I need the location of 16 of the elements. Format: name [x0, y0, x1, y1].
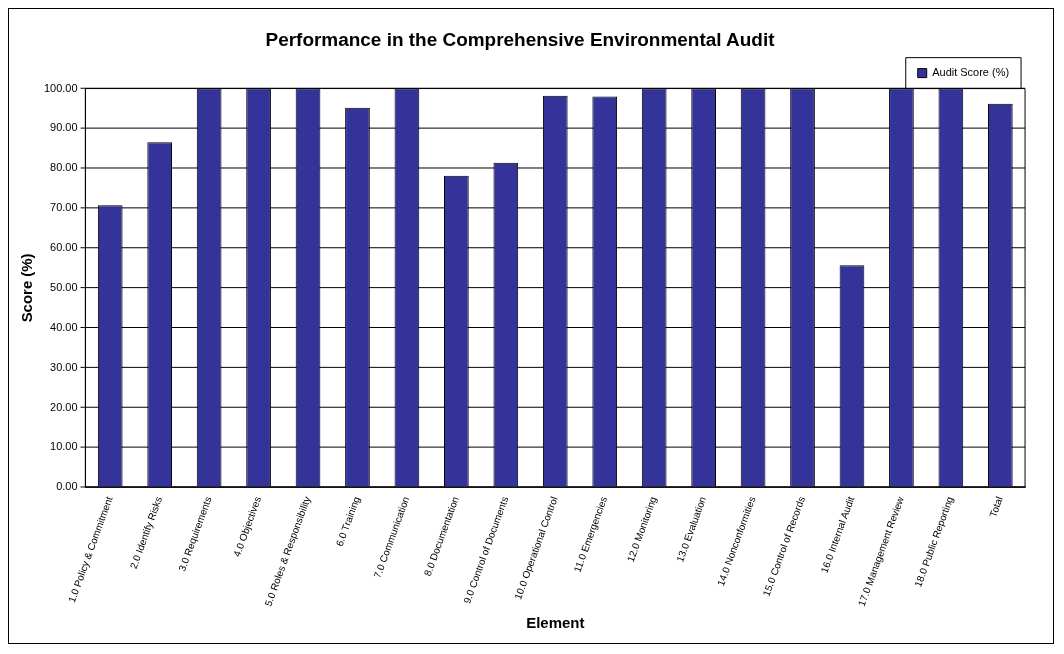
- y-tick-label: 70.00: [50, 201, 78, 214]
- y-tick-label: 100.00: [43, 81, 78, 94]
- y-tick-label: 80.00: [50, 161, 78, 174]
- y-tick-label: 20.00: [50, 400, 78, 413]
- chart-title: Performance in the Comprehensive Environmental Audit: [265, 28, 776, 50]
- y-tick-label: 0.00: [56, 480, 78, 493]
- y-tick-label: 60.00: [50, 241, 78, 254]
- x-axis-title: Element: [526, 614, 585, 632]
- x-tick-label: Total: [987, 495, 1005, 519]
- y-tick-label: 40.00: [50, 320, 78, 333]
- y-axis-title: Score (%): [18, 253, 36, 323]
- y-tick-label: 10.00: [50, 440, 78, 453]
- y-tick-label: 50.00: [50, 280, 78, 293]
- legend-label: Audit Score (%): [932, 66, 1010, 79]
- y-tick-label: 90.00: [50, 121, 78, 134]
- y-tick-label: 30.00: [50, 360, 78, 373]
